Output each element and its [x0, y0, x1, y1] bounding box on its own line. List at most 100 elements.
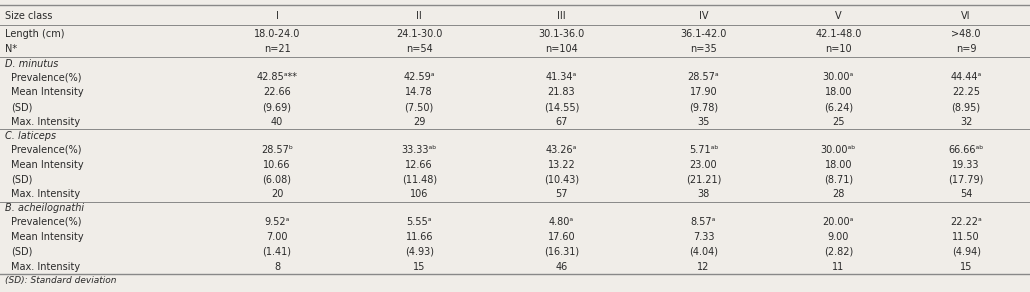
- Text: 18.00: 18.00: [825, 87, 852, 97]
- Text: (SD): (SD): [11, 175, 33, 185]
- Text: 8.57ᵃ: 8.57ᵃ: [691, 217, 716, 227]
- Text: Prevalence(%): Prevalence(%): [11, 217, 81, 227]
- Text: 28.57ᵃ: 28.57ᵃ: [688, 72, 719, 82]
- Text: 5.55ᵃ: 5.55ᵃ: [407, 217, 432, 227]
- Text: 18.0-24.0: 18.0-24.0: [253, 29, 301, 39]
- Text: 36.1-42.0: 36.1-42.0: [680, 29, 727, 39]
- Text: V: V: [835, 11, 842, 21]
- Text: (14.55): (14.55): [544, 102, 579, 112]
- Text: 21.83: 21.83: [548, 87, 575, 97]
- Text: 30.00ᵃ: 30.00ᵃ: [823, 72, 854, 82]
- Text: 33.33ᵃᵇ: 33.33ᵃᵇ: [402, 145, 437, 155]
- Text: 13.22: 13.22: [548, 160, 575, 170]
- Text: (2.82): (2.82): [824, 247, 853, 257]
- Text: (11.48): (11.48): [402, 175, 437, 185]
- Text: (8.71): (8.71): [824, 175, 853, 185]
- Text: 57: 57: [555, 190, 568, 199]
- Text: Prevalence(%): Prevalence(%): [11, 145, 81, 155]
- Text: I: I: [276, 11, 278, 21]
- Text: (6.08): (6.08): [263, 175, 291, 185]
- Text: >48.0: >48.0: [952, 29, 981, 39]
- Text: IV: IV: [698, 11, 709, 21]
- Text: 38: 38: [697, 190, 710, 199]
- Text: 7.00: 7.00: [267, 232, 287, 242]
- Text: (21.21): (21.21): [686, 175, 721, 185]
- Text: 43.26ᵃ: 43.26ᵃ: [546, 145, 577, 155]
- Text: Mean Intensity: Mean Intensity: [11, 160, 84, 170]
- Text: 18.00: 18.00: [825, 160, 852, 170]
- Text: Size class: Size class: [5, 11, 53, 21]
- Text: n=9: n=9: [956, 44, 976, 54]
- Text: 5.71ᵃᵇ: 5.71ᵃᵇ: [689, 145, 718, 155]
- Text: n=21: n=21: [264, 44, 290, 54]
- Text: 106: 106: [410, 190, 428, 199]
- Text: 22.22ᵃ: 22.22ᵃ: [951, 217, 982, 227]
- Text: 40: 40: [271, 117, 283, 127]
- Text: 8: 8: [274, 262, 280, 272]
- Text: 42.1-48.0: 42.1-48.0: [815, 29, 862, 39]
- Text: 28: 28: [832, 190, 845, 199]
- Text: 11.50: 11.50: [953, 232, 980, 242]
- Text: 4.80ᵃ: 4.80ᵃ: [549, 217, 574, 227]
- Text: 14.78: 14.78: [406, 87, 433, 97]
- Text: 46: 46: [555, 262, 568, 272]
- Text: (SD): (SD): [11, 102, 33, 112]
- Text: 19.33: 19.33: [953, 160, 980, 170]
- Text: (4.04): (4.04): [689, 247, 718, 257]
- Text: 41.34ᵃ: 41.34ᵃ: [546, 72, 577, 82]
- Text: (SD): Standard deviation: (SD): Standard deviation: [5, 276, 116, 285]
- Text: Mean Intensity: Mean Intensity: [11, 87, 84, 97]
- Text: 15: 15: [960, 262, 972, 272]
- Text: 28.57ᵇ: 28.57ᵇ: [261, 145, 294, 155]
- Text: (8.95): (8.95): [952, 102, 981, 112]
- Text: 11: 11: [832, 262, 845, 272]
- Text: n=35: n=35: [690, 44, 717, 54]
- Text: (SD): (SD): [11, 247, 33, 257]
- Text: n=104: n=104: [545, 44, 578, 54]
- Text: Max. Intensity: Max. Intensity: [11, 190, 80, 199]
- Text: 12.66: 12.66: [406, 160, 433, 170]
- Text: 44.44ᵃ: 44.44ᵃ: [951, 72, 982, 82]
- Text: 29: 29: [413, 117, 425, 127]
- Text: 22.66: 22.66: [264, 87, 290, 97]
- Text: 32: 32: [960, 117, 972, 127]
- Text: 23.00: 23.00: [690, 160, 717, 170]
- Text: 30.00ᵃᵇ: 30.00ᵃᵇ: [821, 145, 856, 155]
- Text: Prevalence(%): Prevalence(%): [11, 72, 81, 82]
- Text: 10.66: 10.66: [264, 160, 290, 170]
- Text: Max. Intensity: Max. Intensity: [11, 117, 80, 127]
- Text: 25: 25: [832, 117, 845, 127]
- Text: 20.00ᵃ: 20.00ᵃ: [823, 217, 854, 227]
- Text: 12: 12: [697, 262, 710, 272]
- Text: (7.50): (7.50): [405, 102, 434, 112]
- Text: (16.31): (16.31): [544, 247, 579, 257]
- Text: (17.79): (17.79): [949, 175, 984, 185]
- Text: (6.24): (6.24): [824, 102, 853, 112]
- Text: III: III: [557, 11, 565, 21]
- Text: Mean Intensity: Mean Intensity: [11, 232, 84, 242]
- Text: 22.25: 22.25: [952, 87, 981, 97]
- Text: 17.90: 17.90: [690, 87, 717, 97]
- Text: 15: 15: [413, 262, 425, 272]
- Text: 9.52ᵃ: 9.52ᵃ: [265, 217, 289, 227]
- Text: N*: N*: [5, 44, 18, 54]
- Text: 42.59ᵃ: 42.59ᵃ: [404, 72, 435, 82]
- Text: B. acheilognathi: B. acheilognathi: [5, 203, 84, 213]
- Text: n=10: n=10: [825, 44, 852, 54]
- Text: D. minutus: D. minutus: [5, 59, 59, 69]
- Text: 20: 20: [271, 190, 283, 199]
- Text: 30.1-36.0: 30.1-36.0: [539, 29, 584, 39]
- Text: (4.93): (4.93): [405, 247, 434, 257]
- Text: (1.41): (1.41): [263, 247, 291, 257]
- Text: n=54: n=54: [406, 44, 433, 54]
- Text: (9.78): (9.78): [689, 102, 718, 112]
- Text: 11.66: 11.66: [406, 232, 433, 242]
- Text: 35: 35: [697, 117, 710, 127]
- Text: C. laticeps: C. laticeps: [5, 131, 57, 141]
- Text: 17.60: 17.60: [548, 232, 575, 242]
- Text: 42.85ᵃ**: 42.85ᵃ**: [256, 72, 298, 82]
- Text: Length (cm): Length (cm): [5, 29, 65, 39]
- Text: 7.33: 7.33: [693, 232, 714, 242]
- Text: 24.1-30.0: 24.1-30.0: [396, 29, 443, 39]
- Text: (4.94): (4.94): [952, 247, 981, 257]
